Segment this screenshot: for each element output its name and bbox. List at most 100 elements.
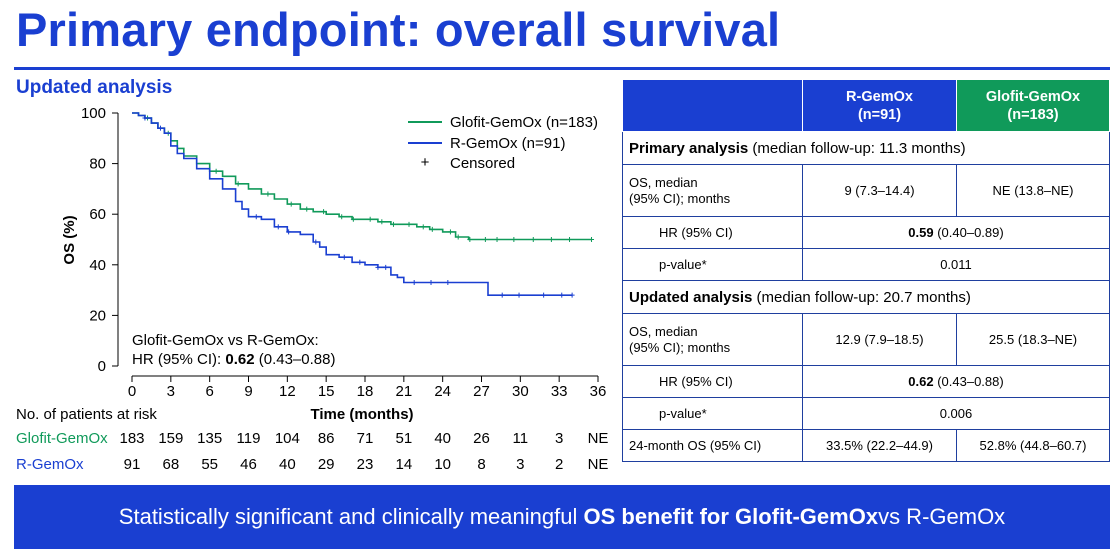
censor-mark <box>499 292 505 298</box>
risk-cell: 3 <box>554 430 564 447</box>
censor-mark <box>367 216 373 222</box>
section-updated-followup: (median follow-up: 20.7 months) <box>752 288 971 306</box>
banner-text-post: vs R-GemOx <box>878 504 1006 529</box>
censor-mark <box>567 237 573 242</box>
censor-mark <box>379 219 385 225</box>
censor-mark <box>275 224 281 230</box>
row-label-hr-updated: HR (95% CI) <box>622 365 803 398</box>
primary-hr-ci: (0.40–0.89) <box>933 225 1004 240</box>
censor-mark <box>235 181 241 187</box>
row-label-hr: HR (95% CI) <box>622 216 803 249</box>
hr-annotation-ci: (0.43–0.88) <box>255 351 336 368</box>
censor-mark <box>429 226 435 232</box>
risk-cell: 2 <box>554 456 564 473</box>
x-tick-label: 33 <box>551 383 568 400</box>
censor-mark <box>213 168 219 174</box>
censor-mark <box>339 214 345 220</box>
km-curve-glofit-gemox <box>132 112 592 241</box>
censor-mark <box>420 224 426 230</box>
censor-mark <box>265 191 271 197</box>
x-tick-label: 18 <box>357 383 374 400</box>
hr-annotation-line2: HR (95% CI): 0.62 (0.43–0.88) <box>132 351 335 368</box>
section-updated-analysis: Updated analysis (median follow-up: 20.7… <box>622 280 1110 314</box>
risk-cell: 135 <box>197 430 223 447</box>
censor-mark <box>494 237 500 242</box>
updated-24m-rgemox: 33.5% (22.2–44.9) <box>802 429 957 462</box>
legend-label-censored: Censored <box>450 155 515 172</box>
legend-label-glofit-gemox: Glofit-GemOx (n=183) <box>450 114 598 131</box>
risk-cell: NE <box>587 456 609 473</box>
x-axis-label: Time (months) <box>310 406 413 423</box>
x-tick-label: 21 <box>395 383 412 400</box>
primary-hr-value: 0.59 <box>908 225 934 240</box>
risk-cell: 40 <box>434 430 451 447</box>
page-title: Primary endpoint: overall survival <box>16 3 781 56</box>
risk-cell: 55 <box>201 456 218 473</box>
updated-24m-glofit: 52.8% (44.8–60.7) <box>956 429 1110 462</box>
hr-annotation-value: 0.62 <box>225 351 254 368</box>
x-tick-label: 24 <box>434 383 451 400</box>
primary-os-rgemox: 9 (7.3–14.4) <box>802 164 957 217</box>
banner-text-bold: OS benefit for Glofit-GemOx <box>583 504 879 529</box>
risk-row-label: R-GemOx <box>16 456 84 473</box>
censor-mark <box>511 237 517 242</box>
x-tick-label: 0 <box>128 383 136 400</box>
censor-mark <box>548 237 554 242</box>
hr-annotation-prefix: HR (95% CI): <box>132 351 225 368</box>
y-tick-label: 100 <box>81 105 106 122</box>
col-header-glofit-n: (n=183) <box>1007 106 1059 123</box>
row-label-p-value: p-value* <box>622 248 803 281</box>
row-label-os-median: OS, median (95% CI); months <box>622 164 803 217</box>
chart-subtitle: Updated analysis <box>16 77 173 98</box>
legend-label-r-gemox: R-GemOx (n=91) <box>450 135 565 152</box>
risk-cell: 8 <box>477 456 486 473</box>
censor-mark <box>530 237 536 242</box>
censor-mark <box>445 280 451 286</box>
table-corner <box>622 79 803 132</box>
x-tick-label: 12 <box>279 383 296 400</box>
y-tick-label: 20 <box>89 307 106 324</box>
censor-mark <box>569 292 575 298</box>
risk-cell: 119 <box>236 430 261 447</box>
row-label-p-value-updated: p-value* <box>622 397 803 430</box>
section-updated-title: Updated analysis <box>629 288 753 306</box>
censor-mark <box>390 221 396 227</box>
x-tick-label: 36 <box>590 383 607 400</box>
risk-cell: 104 <box>274 430 300 447</box>
primary-os-glofit: NE (13.8–NE) <box>956 164 1110 217</box>
censor-mark <box>516 292 522 298</box>
x-tick-label: 3 <box>167 383 175 400</box>
censor-mark <box>286 229 292 235</box>
os-label-line2-updated: (95% CI); months <box>629 339 731 355</box>
censor-mark <box>467 237 473 242</box>
censor-mark <box>350 216 356 222</box>
x-tick-label: 27 <box>473 383 490 400</box>
censor-mark <box>589 237 595 242</box>
legend-censored-symbol: + <box>421 154 430 171</box>
risk-table-header: No. of patients at risk <box>16 406 157 423</box>
risk-cell: 40 <box>278 456 296 473</box>
risk-cell: 11 <box>512 430 529 447</box>
censor-mark <box>357 259 363 265</box>
updated-hr-ci: (0.43–0.88) <box>933 374 1004 389</box>
censor-mark <box>406 221 412 227</box>
y-tick-label: 60 <box>89 206 106 223</box>
risk-cell: 159 <box>158 430 184 447</box>
section-primary-analysis: Primary analysis (median follow-up: 11.3… <box>622 131 1110 165</box>
updated-os-rgemox: 12.9 (7.9–18.5) <box>802 313 957 366</box>
col-header-rgemox-name: R-GemOx <box>846 88 913 105</box>
censor-mark <box>541 292 547 298</box>
row-label-24m-os: 24-month OS (95% CI) <box>622 429 803 462</box>
os-label-line1: OS, median <box>629 174 698 190</box>
section-primary-followup: (median follow-up: 11.3 months) <box>748 139 966 157</box>
censor-mark <box>157 125 163 131</box>
censor-mark <box>142 115 148 121</box>
hr-annotation-line1: Glofit-GemOx vs R-GemOx: <box>132 332 319 349</box>
censor-mark <box>428 280 434 286</box>
censor-mark <box>482 237 488 242</box>
banner-text-pre: Statistically significant and clinically… <box>118 504 578 529</box>
risk-cell: NE <box>587 430 609 447</box>
updated-hr-value: 0.62 <box>908 374 934 389</box>
x-tick-label: 6 <box>205 383 213 400</box>
